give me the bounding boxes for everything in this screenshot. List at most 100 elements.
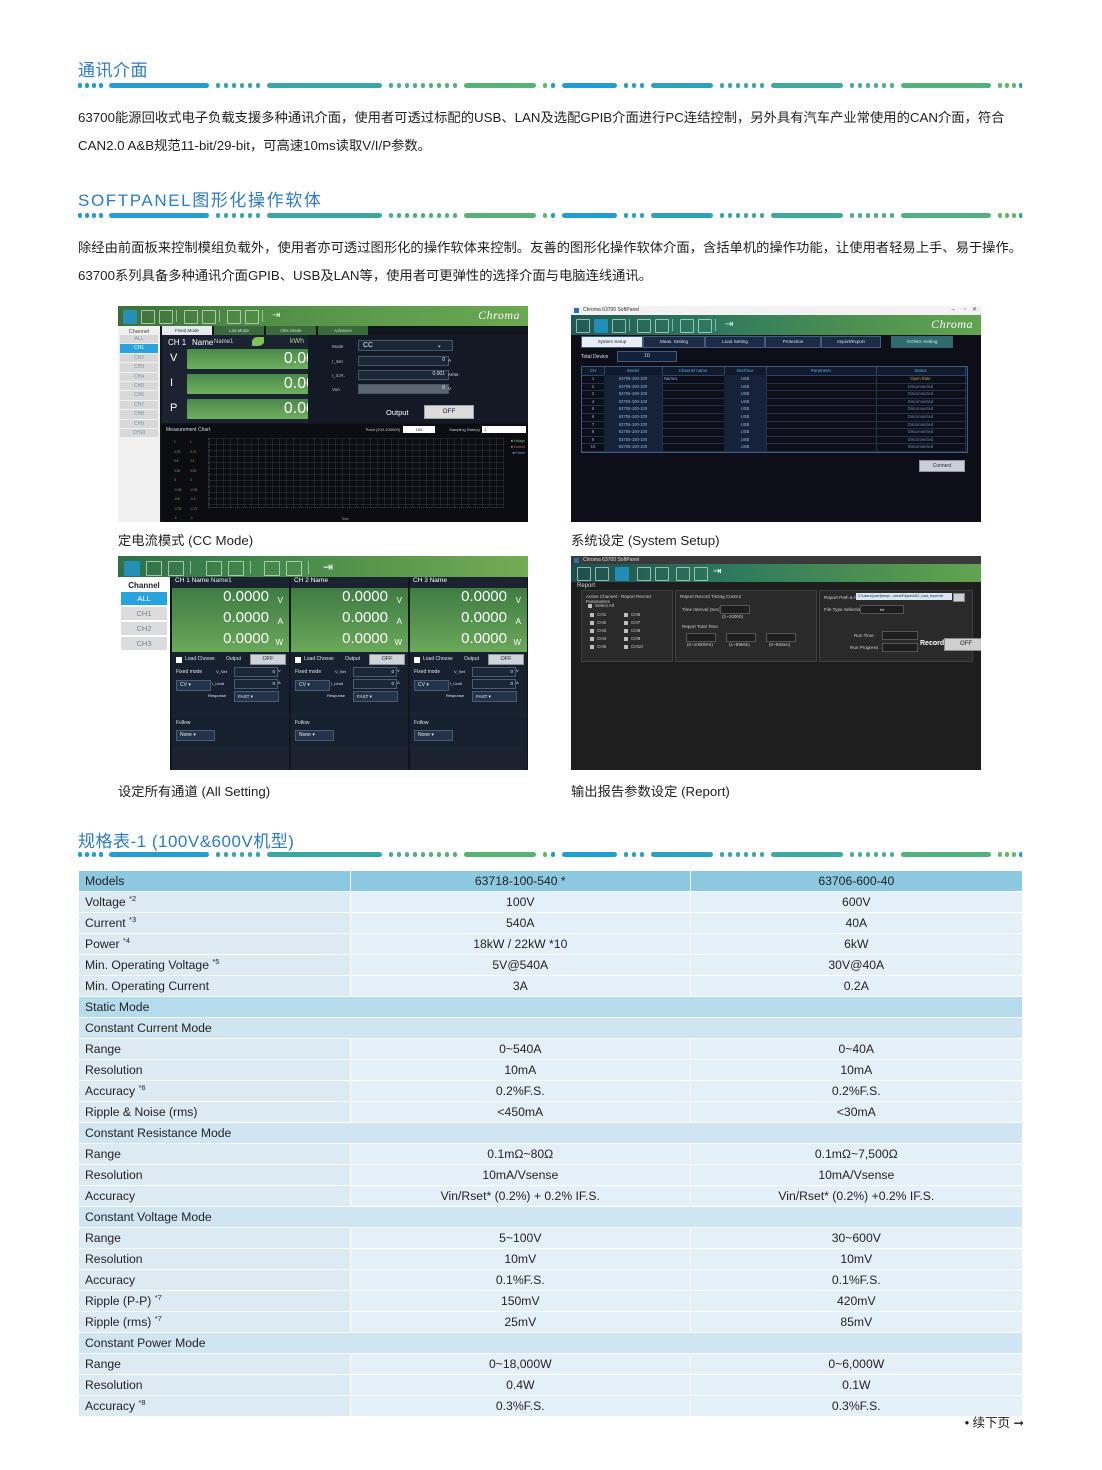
close-button[interactable]: ✕ [971, 307, 977, 313]
ss-cell[interactable]: USB [724, 413, 767, 421]
record-toggle[interactable]: OFF [944, 638, 981, 651]
ss-cell[interactable] [662, 420, 727, 429]
exit-icon[interactable]: ⇥ [323, 560, 334, 574]
ss-cell[interactable] [766, 443, 877, 451]
report-channel-checkbox-ch10[interactable] [624, 645, 628, 649]
ss-cell[interactable] [662, 382, 727, 391]
tab-fixed-mode[interactable]: Fixed Mode [162, 326, 212, 335]
network-icon[interactable] [612, 319, 626, 333]
input-i-set[interactable]: 0 [358, 356, 449, 366]
as-output-toggle[interactable]: OFF [250, 654, 286, 665]
as-sidebar-item-ch3[interactable]: CH3 [121, 637, 167, 650]
tab-obs-mode[interactable]: Obs Mode [266, 326, 316, 335]
ss-cell[interactable] [766, 397, 877, 406]
ss-cell[interactable] [662, 435, 727, 444]
total-device-select[interactable]: 10 [617, 351, 677, 362]
report-channel-checkbox-ch6[interactable] [624, 613, 628, 617]
home-icon[interactable] [124, 561, 140, 576]
speaker-icon[interactable] [595, 567, 609, 581]
v-set-input[interactable]: 0 [353, 667, 397, 677]
ss-cell[interactable]: USB [724, 420, 767, 429]
cc-sidebar-item-ch10[interactable]: CH10 [120, 428, 158, 438]
speaker-icon[interactable] [141, 310, 155, 324]
speaker-icon[interactable] [146, 561, 162, 576]
ss-cell[interactable] [766, 435, 877, 444]
ss-cell[interactable]: USB [724, 405, 767, 413]
network-icon[interactable] [615, 567, 629, 581]
minimize-button[interactable]: – [951, 307, 955, 313]
report-channel-checkbox-ch5[interactable] [590, 645, 594, 649]
cc-sidebar-item-ch2[interactable]: CH2 [120, 353, 158, 363]
ss-cell[interactable]: 63706-100-100 [604, 413, 663, 421]
report-icon[interactable] [637, 319, 651, 333]
ss-cell[interactable]: 63706-100-100 [604, 375, 663, 383]
tab-protection[interactable]: Protection [765, 336, 821, 348]
ss-cell[interactable]: 63706-100-100 [604, 397, 663, 406]
as-sidebar-item-ch2[interactable]: CH2 [121, 622, 167, 635]
ss-cell[interactable]: 63706-100-100 [604, 405, 663, 413]
home-icon[interactable] [576, 319, 590, 333]
info-icon[interactable] [655, 319, 669, 333]
info-icon[interactable] [655, 567, 669, 581]
ss-cell[interactable]: USB [724, 390, 767, 398]
maximize-button[interactable]: ▫ [963, 307, 966, 313]
total-time-seconds-input[interactable] [766, 633, 796, 642]
ss-cell[interactable] [662, 390, 727, 398]
ss-cell[interactable] [662, 397, 727, 406]
connect-button[interactable]: Connect [919, 460, 965, 472]
i-limit-input[interactable]: 0 [353, 679, 397, 689]
time-interval-input[interactable] [720, 605, 750, 614]
cc-sidebar-item-ch7[interactable]: CH7 [120, 400, 158, 410]
input-i-sr[interactable]: 0.001 [358, 370, 449, 380]
mode-select[interactable]: CV ▾ [176, 680, 211, 691]
cc-sidebar-item-ch3[interactable]: CH3 [120, 363, 158, 372]
ss-cell[interactable]: Name1 [662, 375, 727, 383]
cc-sidebar-item-ch9[interactable]: CH9 [120, 419, 158, 428]
as-output-toggle[interactable]: OFF [369, 654, 405, 665]
cc-sidebar-item-ch4[interactable]: CH4 [120, 372, 158, 381]
chart-sampling-input[interactable]: 1 [482, 426, 526, 433]
ss-cell[interactable]: USB [724, 428, 767, 436]
v-set-input[interactable]: 0 [472, 667, 516, 677]
save-icon[interactable] [227, 310, 241, 324]
exit-icon[interactable]: ⇥ [725, 319, 734, 330]
chart-point-input[interactable]: 100 [403, 426, 435, 433]
save-icon[interactable] [676, 567, 690, 581]
ss-cell[interactable] [662, 443, 727, 451]
open-folder-icon[interactable] [245, 310, 259, 324]
ss-cell[interactable] [662, 428, 727, 436]
as-output-toggle[interactable]: OFF [488, 654, 524, 665]
v-set-input[interactable]: 0 [234, 667, 278, 677]
response-select[interactable]: FAST ▾ [234, 691, 279, 702]
follow-select[interactable]: None ▾ [176, 730, 215, 741]
tab-system-setup[interactable]: System Setup [581, 336, 643, 348]
cc-sidebar-item-all[interactable]: ALL [120, 335, 158, 344]
ss-cell[interactable]: 63706-100-100 [604, 443, 663, 451]
i-limit-input[interactable]: 0 [234, 679, 278, 689]
report-channel-checkbox-ch9[interactable] [624, 637, 628, 641]
ss-cell[interactable] [662, 413, 727, 421]
report-channel-checkbox-ch7[interactable] [624, 621, 628, 625]
speaker-icon[interactable] [594, 319, 608, 333]
tab-list-mode[interactable]: List Mode [214, 326, 264, 335]
home-icon[interactable] [577, 567, 591, 581]
ss-cell[interactable] [766, 390, 877, 398]
chevron-down-icon[interactable]: ▾ [438, 344, 441, 350]
open-folder-icon[interactable] [286, 561, 302, 576]
input-mode[interactable]: CC [358, 340, 453, 351]
tab-import-export[interactable]: Import/Export [821, 336, 881, 348]
ss-cell[interactable] [766, 405, 877, 413]
network-icon[interactable] [159, 310, 173, 324]
network-icon[interactable] [168, 561, 184, 576]
report-channel-checkbox-ch2[interactable] [590, 621, 594, 625]
chart-legend-power[interactable]: ■ Power [512, 451, 525, 455]
load-choose-checkbox[interactable] [414, 657, 420, 663]
load-choose-checkbox[interactable] [176, 657, 182, 663]
ss-cell[interactable]: USB [724, 435, 767, 444]
mode-select[interactable]: CV ▾ [414, 680, 449, 691]
as-sidebar-item-all[interactable]: ALL [121, 592, 167, 605]
mode-select[interactable]: CV ▾ [295, 680, 330, 691]
open-folder-icon[interactable] [698, 319, 712, 333]
ss-cell[interactable] [766, 428, 877, 436]
tab-gong-setting[interactable]: GO/NG Setting [891, 336, 953, 348]
